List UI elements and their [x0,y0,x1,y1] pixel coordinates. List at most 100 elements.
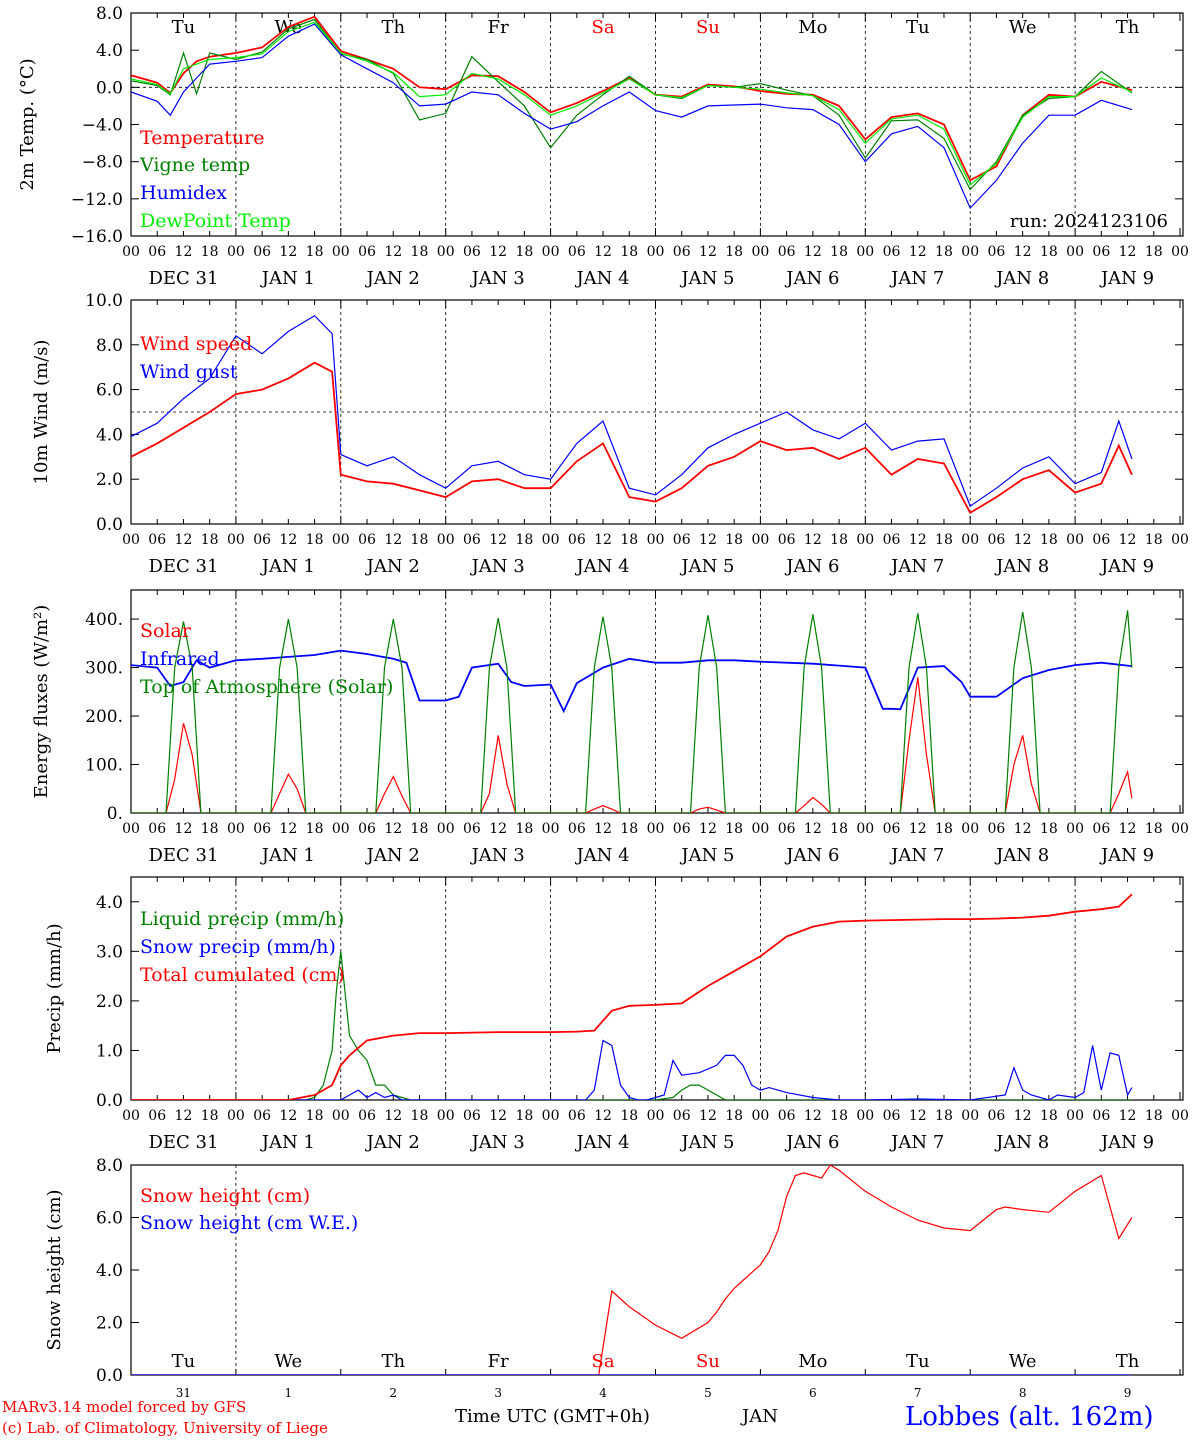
hour-tick-label: 12 [909,532,927,548]
y-axis-label: Snow height (cm) [44,1189,65,1350]
hour-tick-label: 00 [856,532,874,548]
date-label: JAN 4 [574,268,629,289]
hour-tick-label: 06 [1092,1108,1110,1124]
hour-tick-label: 18 [935,1108,953,1124]
hour-tick-label: 06 [568,244,586,260]
hour-tick-label: 12 [594,1108,612,1124]
weekday-label: Fr [488,17,509,38]
hour-tick-label: 06 [253,244,271,260]
hour-tick-label: 00 [647,1108,665,1124]
month-label: JAN [742,1406,778,1427]
date-label: JAN 5 [679,268,734,289]
date-label: JAN 6 [784,268,839,289]
series-line-total-cumulated-cm- [131,893,1133,1100]
weekday-label: Tu [172,1351,196,1372]
hour-tick-label: 00 [1171,244,1189,260]
hour-tick-label: 18 [1040,821,1058,837]
hour-tick-label: 12 [175,532,193,548]
date-label: JAN 9 [1099,845,1154,866]
hour-tick-label: 18 [830,244,848,260]
hour-tick-label: 18 [411,244,429,260]
y-tick-label: 0.0 [96,1366,123,1386]
hour-tick-label: 12 [1014,1108,1032,1124]
weekday-label: Fr [488,1351,509,1372]
weekday-label: Th [381,1351,405,1372]
y-tick-label: 8.0 [96,336,123,356]
hour-tick-label: 06 [1092,244,1110,260]
hour-tick-label: 12 [1014,821,1032,837]
legend-entry: Snow height (cm) [140,1185,310,1207]
hour-tick-label: 00 [227,532,245,548]
hour-tick-label: 12 [699,244,717,260]
hour-tick-label: 06 [1092,821,1110,837]
hour-tick-label: 06 [568,821,586,837]
series-line-infrared [131,649,1132,714]
hour-tick-label: 06 [673,1108,691,1124]
date-label: JAN 6 [784,1132,839,1153]
weekday-label: Sa [592,1351,615,1372]
hour-tick-label: 00 [332,1108,350,1124]
hour-tick-label: 18 [725,244,743,260]
y-tick-label: 4.0 [96,1261,123,1281]
day-number-label: 4 [599,1386,607,1400]
series-line-solar [131,677,1133,813]
date-label: JAN 9 [1099,268,1154,289]
hour-tick-label: 00 [647,244,665,260]
y-tick-label: 100. [85,756,123,776]
run-label: run: 2024123106 [1010,211,1168,232]
hour-tick-label: 06 [253,1108,271,1124]
hour-tick-label: 06 [778,532,796,548]
hour-tick-label: 18 [306,1108,324,1124]
hour-tick-label: 18 [1040,532,1058,548]
hour-tick-label: 18 [515,532,533,548]
y-tick-label: 2.0 [96,1314,123,1334]
hour-tick-label: 06 [673,244,691,260]
date-label: JAN 8 [994,268,1049,289]
hour-tick-label: 12 [804,532,822,548]
y-tick-label: 300. [85,659,123,679]
legend-entry: Wind gust [140,361,238,383]
date-label: JAN 5 [679,845,734,866]
hour-tick-label: 00 [647,532,665,548]
hour-tick-label: 06 [358,532,376,548]
hour-tick-label: 00 [1171,532,1189,548]
y-tick-label: 400. [85,610,123,630]
hour-tick-label: 12 [699,1108,717,1124]
hour-tick-label: 18 [1040,1108,1058,1124]
hour-tick-label: 00 [122,244,140,260]
hour-tick-label: 12 [279,821,297,837]
day-number-label: 1 [285,1386,293,1400]
hour-tick-label: 00 [542,1108,560,1124]
hour-tick-label: 12 [594,821,612,837]
hour-tick-label: 06 [358,244,376,260]
hour-tick-label: 06 [253,532,271,548]
date-label: DEC 31 [148,1132,218,1153]
hour-tick-label: 12 [699,532,717,548]
hour-tick-label: 12 [384,244,402,260]
hour-tick-label: 06 [673,821,691,837]
hour-tick-label: 12 [384,821,402,837]
hour-tick-label: 12 [804,244,822,260]
y-tick-label: 8.0 [96,4,123,24]
weekday-label: Su [696,17,720,38]
y-tick-label: 6.0 [96,381,123,401]
weekday-label: Mo [798,17,827,38]
hour-tick-label: 12 [594,244,612,260]
hour-tick-label: 18 [411,1108,429,1124]
hour-tick-label: 06 [778,821,796,837]
hour-tick-label: 00 [1066,244,1084,260]
series-line-dewpoint-temp [131,21,1133,186]
hour-tick-label: 18 [515,244,533,260]
y-axis-label: Precip (mm/h) [44,923,65,1053]
hour-tick-label: 06 [463,821,481,837]
hour-tick-label: 00 [437,532,455,548]
date-label: JAN 9 [1099,1132,1154,1153]
y-axis-label: 2m Temp. (°C) [17,58,38,190]
hour-tick-label: 06 [778,1108,796,1124]
weekday-label: We [275,1351,303,1372]
date-label: JAN 3 [470,556,525,577]
hour-tick-label: 18 [411,821,429,837]
legend-entry: Solar [140,620,192,642]
legend-entry: Wind speed [140,333,252,355]
hour-tick-label: 12 [594,532,612,548]
